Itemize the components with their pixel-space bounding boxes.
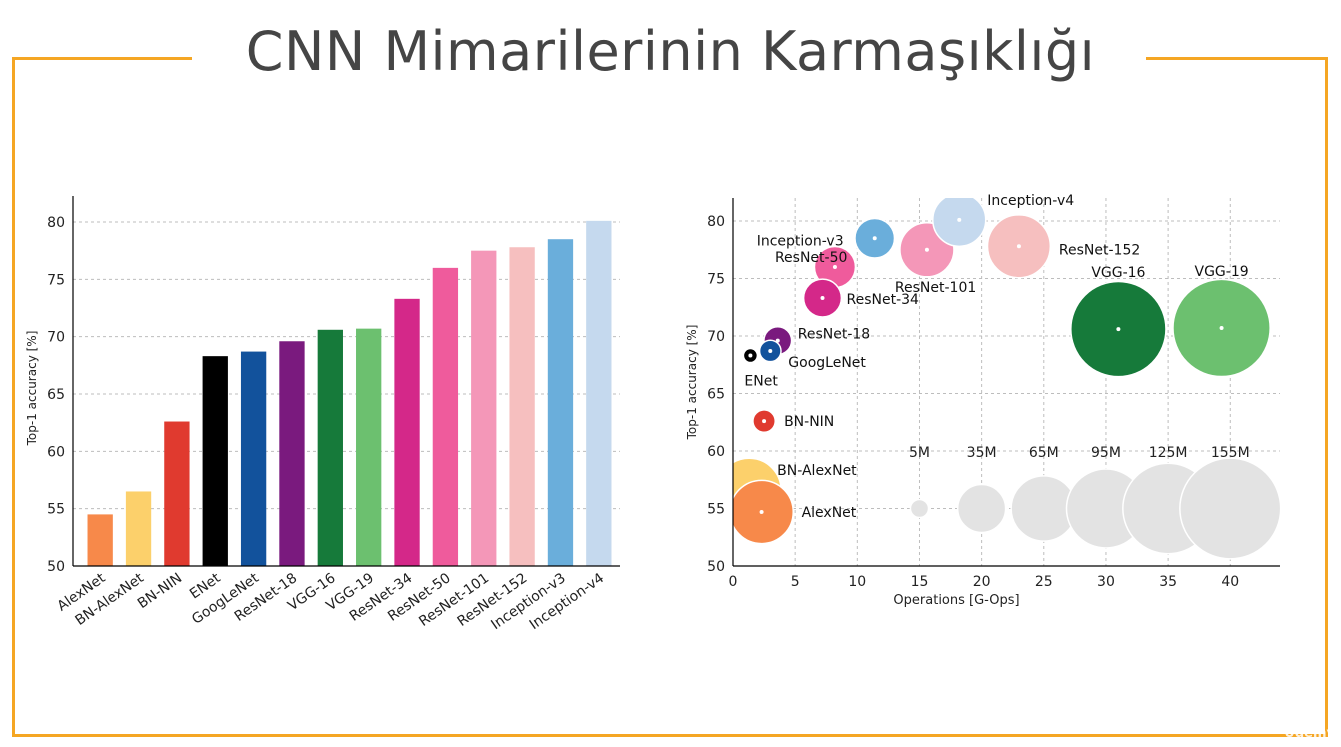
x-axis-title: Operations [G-Ops] [893,593,1019,608]
bar-bn-nin [164,421,190,566]
bubble-label: GoogLeNet [788,355,866,371]
slide-title: CNN Mimarilerinin Karmaşıklığı [245,20,1096,83]
bubble-label: ResNet-101 [895,280,976,296]
bar-resnet-34 [394,298,420,566]
frame-right [1325,57,1328,737]
bubble-inception-v4 [932,198,987,248]
bubble-label: BN-NIN [784,414,834,430]
x-tick-label: 30 [1097,574,1115,590]
size-legend-label: 65M [1029,445,1059,461]
y-axis-title: Top-1 accuracy [%] [25,331,39,447]
bubble-label: ResNet-18 [798,327,870,343]
x-tick-label: 10 [848,574,866,590]
bar-vgg-16 [317,329,343,566]
bubble-chart: 50 55 60 65 70 75 80 0 5 10 15 20 25 30 35 40 5M 35M 65M 95… [685,193,1280,608]
frame-left [12,57,15,737]
size-legend-bubble [909,498,930,519]
bubble-label: ENet [744,374,778,390]
y-tick-label: 80 [47,215,65,231]
bubble-center-dot [832,265,837,269]
bubble-center-dot [1016,244,1021,249]
bubble-center-dot [957,217,962,222]
bar-resnet-101 [471,250,497,566]
frame-bottom [12,734,1328,737]
bar-enet [202,356,228,566]
bubble-layer [733,198,1280,560]
y-tick-label: 70 [47,330,65,346]
bubble-center-dot [1116,327,1121,332]
bubble-center-dot [768,348,773,353]
y-tick-label: 75 [707,272,725,288]
bubble-label: BN-AlexNet [777,463,857,479]
x-tick-label: 35 [1159,574,1177,590]
bar-inception-v3 [547,239,574,566]
bubble-center-dot [820,296,825,301]
bubble-label: AlexNet [802,505,857,521]
frame-top-left [12,57,192,60]
x-tick-label: 20 [973,574,991,590]
bubble-center-dot [762,419,767,424]
bubble-label: VGG-16 [1091,265,1145,281]
bubble-label: Inception-v3 [757,233,844,249]
x-tick-label: 5 [791,574,800,590]
y-tick-label: 65 [707,387,725,403]
bubble-center-dot [759,509,764,514]
y-tick-label: 60 [707,444,725,460]
x-tick-label: 40 [1221,574,1239,590]
y-tick-label: 50 [707,559,725,575]
bar-alexnet [87,514,113,566]
bubble-label: Inception-v4 [987,193,1074,209]
bar-resnet-18 [279,341,305,566]
bubble-center-dot [872,236,877,241]
size-legend-label: 125M [1149,445,1188,461]
size-legend-label: 35M [967,445,997,461]
y-tick-label: 60 [47,444,65,460]
bar-vgg-19 [356,328,382,566]
bubble-label: ResNet-50 [775,250,847,266]
bubble-center-dot [748,353,753,358]
bar-inception-v4 [586,220,612,566]
bar-resnet-152 [509,247,535,566]
size-legend-label: 155M [1211,445,1250,461]
bar-googlenet [240,351,267,566]
size-legend-label: 5M [909,445,930,461]
bubble-label: ResNet-34 [847,292,920,308]
y-tick-label: 80 [707,214,725,230]
x-tick-label: 0 [729,574,738,590]
bar-resnet-50 [432,267,459,566]
y-tick-label: 65 [47,387,65,403]
bubble-label: ResNet-152 [1059,242,1140,258]
y-tick-label: 55 [47,502,65,518]
size-legend-label: 95M [1091,445,1121,461]
y-tick-label: 75 [47,272,65,288]
size-legend-bubble [1179,457,1280,560]
y-tick-label: 55 [707,502,725,518]
y-tick-label: 50 [47,559,65,575]
x-tick-label: BN-NIN [135,570,185,612]
x-tick-label: 15 [911,574,929,590]
udemy-watermark: Udemy [1284,726,1335,741]
bar-bn-alexnet [125,491,152,566]
y-tick-label: 70 [707,329,725,345]
bubble-center-dot [924,247,929,252]
bubble-label: VGG-19 [1195,264,1249,280]
frame-top-right [1146,57,1328,60]
bubble-center-dot [1219,325,1224,330]
x-tick-label: 25 [1035,574,1053,590]
y-axis-title: Top-1 accuracy [%] [685,325,699,441]
size-legend-bubble [956,483,1007,534]
